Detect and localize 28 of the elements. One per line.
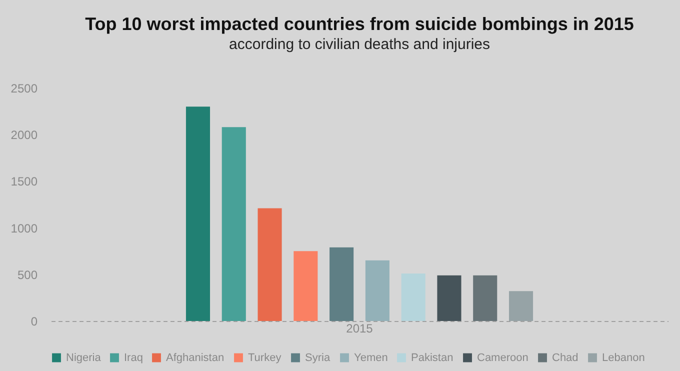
bar (401, 273, 426, 321)
bar (437, 275, 462, 321)
y-tick-label: 2000 (10, 128, 38, 142)
bar (222, 127, 246, 321)
y-tick-label: 2500 (10, 82, 38, 96)
legend-label: Lebanon (602, 352, 645, 364)
bar (186, 106, 210, 321)
legend-label: Iraq (124, 352, 143, 364)
legend-label: Chad (552, 352, 578, 364)
chart-title: Top 10 worst impacted countries from suicide bombings in 2015 (85, 14, 634, 34)
legend-label: Afghanistan (166, 352, 224, 364)
legend-label: Cameroon (477, 352, 528, 364)
y-tick-label: 1000 (10, 221, 38, 236)
bar (294, 251, 318, 321)
legend-label: Syria (305, 352, 331, 364)
y-tick-label: 500 (17, 268, 38, 282)
chart-subtitle: according to civilian deaths and injuries (229, 36, 490, 53)
legend-label: Pakistan (411, 352, 454, 364)
legend-label: Nigeria (66, 352, 102, 364)
x-tick-label: 2015 (346, 322, 374, 336)
bar (473, 275, 498, 321)
legend-label: Yemen (354, 352, 388, 364)
bar (330, 247, 354, 321)
bar (365, 260, 390, 321)
bar (258, 208, 282, 321)
legend-label: Turkey (248, 352, 282, 364)
y-tick-label: 0 (30, 314, 38, 328)
y-tick-label: 1500 (10, 174, 38, 189)
